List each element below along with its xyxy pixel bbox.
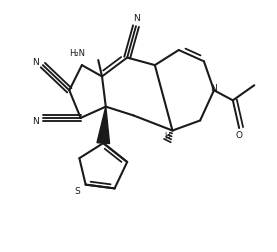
- Text: S: S: [74, 187, 80, 196]
- Text: O: O: [236, 130, 243, 139]
- Text: H₂N: H₂N: [69, 48, 85, 57]
- Polygon shape: [97, 107, 109, 144]
- Text: N: N: [32, 117, 39, 126]
- Text: N: N: [133, 14, 140, 23]
- Text: N: N: [32, 58, 39, 67]
- Text: H: H: [165, 132, 170, 141]
- Text: N: N: [211, 84, 217, 93]
